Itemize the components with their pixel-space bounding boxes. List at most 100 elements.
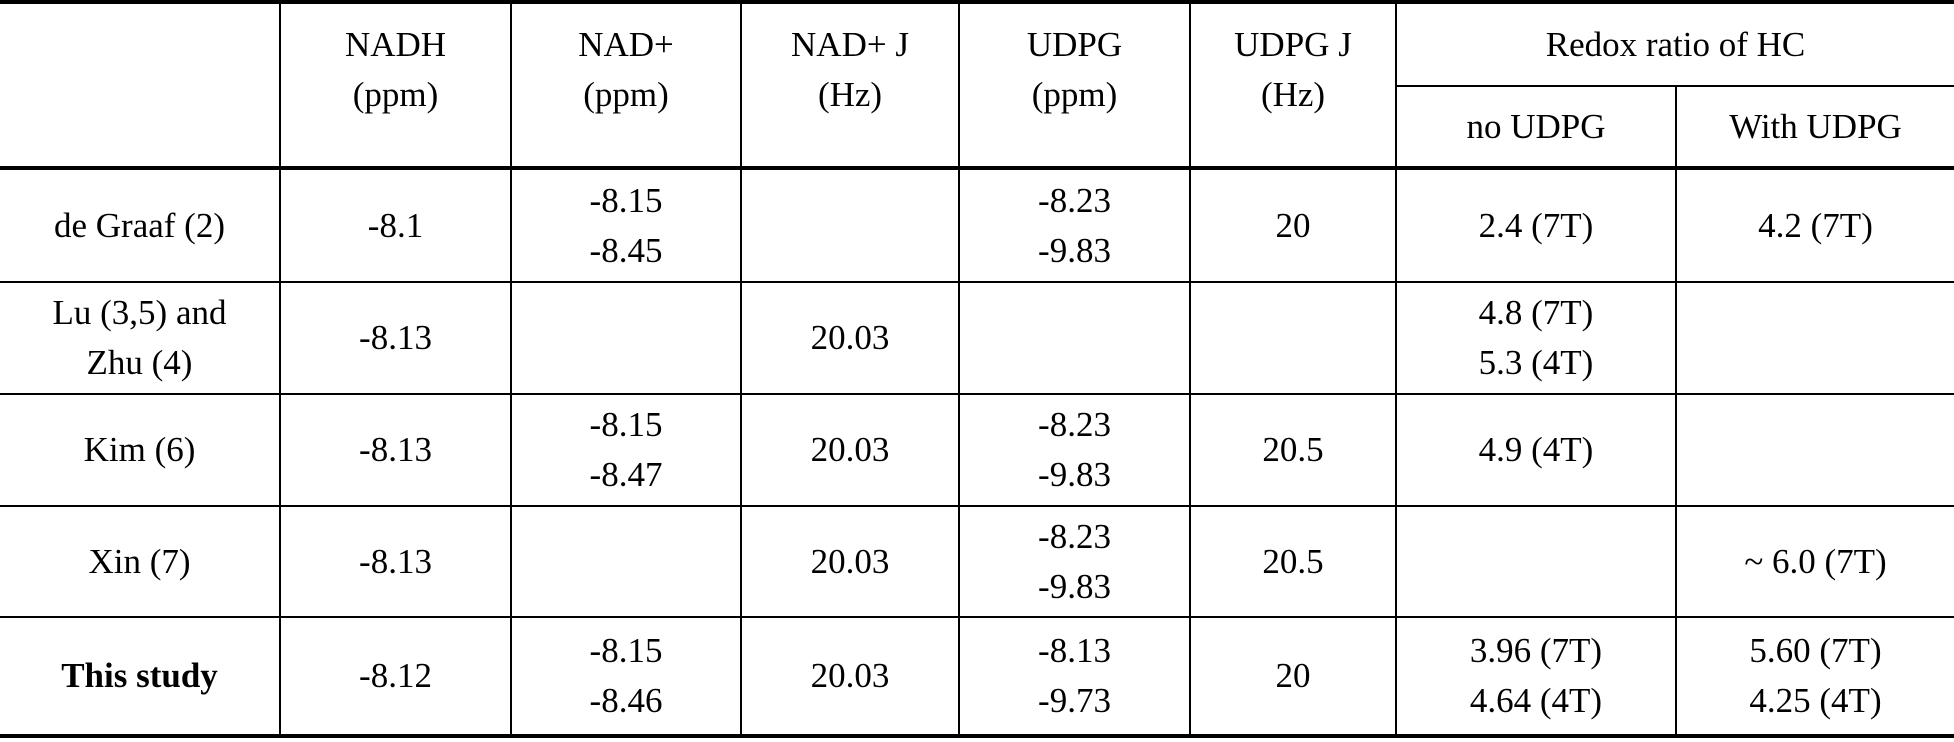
row-label: de Graaf (2)	[0, 166, 281, 283]
table-cell	[1674, 281, 1954, 395]
header-cell: UDPG J (Hz)	[1189, 0, 1397, 170]
table-cell: 3.96 (7T) 4.64 (4T)	[1395, 616, 1677, 738]
table-cell: 2.4 (7T)	[1395, 166, 1677, 283]
table-cell: 20	[1189, 166, 1397, 283]
table-cell: 20.03	[740, 281, 960, 395]
cell-text: -8.23	[1038, 405, 1111, 444]
table-cell	[740, 166, 960, 283]
cell-text: -8.1	[367, 205, 424, 245]
cell-text: (Hz)	[817, 75, 883, 114]
cell-text: -8.12	[359, 656, 432, 695]
table-cell: 20.5	[1189, 393, 1397, 507]
table-cell: -8.15 -8.47	[510, 393, 742, 507]
table-cell: -8.13	[279, 393, 512, 507]
table-cell: ~ 6.0 (7T)	[1674, 505, 1954, 618]
table-cell	[510, 505, 742, 618]
row-label: Lu (3,5) and Zhu (4)	[0, 281, 281, 395]
header-cell: UDPG (ppm)	[958, 0, 1191, 170]
cell-text: 4.64 (4T)	[1469, 681, 1603, 720]
cell-text: (ppm)	[352, 75, 439, 114]
corner-cell	[0, 0, 281, 170]
cell-text: -8.15	[589, 180, 663, 220]
cell-text: 20.03	[810, 430, 890, 469]
header-cell: NAD+ J (Hz)	[740, 0, 960, 170]
cell-text: NADH	[344, 25, 447, 64]
table-row: de Graaf (2) -8.1 -8.15 -8.45 -8.23 -9.83 20 2.…	[0, 166, 1954, 283]
cell-text: -8.13	[359, 430, 432, 469]
cell-text: 20.03	[810, 656, 890, 695]
table-cell	[1395, 505, 1677, 618]
cell-text: 5.3 (4T)	[1478, 343, 1594, 382]
cell-text: (ppm)	[1031, 75, 1118, 114]
table-cell: -8.13	[279, 281, 512, 395]
cell-text: (Hz)	[1260, 75, 1326, 114]
table-row: Xin (7) -8.13 20.03 -8.23 -9.83 20.5 ~ 6.0 (7T…	[0, 505, 1954, 618]
table-header: NADH (ppm) NAD+ (ppm) NAD+ J (Hz) UDPG (ppm) UDP…	[0, 0, 1954, 170]
table-cell	[1189, 281, 1397, 395]
cell-text: -9.83	[1038, 566, 1111, 606]
cell-text: UDPG J	[1234, 25, 1352, 64]
cell-text: 4.8 (7T)	[1478, 293, 1594, 332]
table-cell: -8.23 -9.83	[958, 393, 1191, 507]
cell-text: 4.2 (7T)	[1758, 205, 1873, 245]
row-label: Xin (7)	[0, 505, 281, 618]
table-cell: 20	[1189, 616, 1397, 738]
cell-text: -8.15	[589, 405, 663, 444]
cell-text: -8.13	[359, 318, 432, 357]
cell-text: 20.5	[1262, 541, 1324, 581]
cell-text: -9.83	[1038, 455, 1111, 494]
table-cell	[510, 281, 742, 395]
table-cell: -8.23 -9.83	[958, 505, 1191, 618]
table-cell	[958, 281, 1191, 395]
table-cell: 4.9 (4T)	[1395, 393, 1677, 507]
cell-text: -8.45	[589, 230, 663, 270]
cell-text: This study	[61, 656, 218, 695]
table-cell: 20.03	[740, 393, 960, 507]
header-cell: NAD+ (ppm)	[510, 0, 742, 170]
table-cell: -8.1	[279, 166, 512, 283]
cell-text: 5.60 (7T)	[1749, 631, 1882, 670]
cell-text: 4.25 (4T)	[1749, 681, 1882, 720]
cell-text: de Graaf (2)	[53, 205, 225, 245]
table-row: Kim (6) -8.13 -8.15 -8.47 20.03 -8.23 -9.83 20.…	[0, 393, 1954, 507]
table-cell: 5.60 (7T) 4.25 (4T)	[1674, 616, 1954, 738]
cell-text: NAD+	[578, 25, 674, 64]
table-cell: -8.23 -9.83	[958, 166, 1191, 283]
table-row: This study -8.12 -8.15 -8.46 20.03 -8.13 -9.73…	[0, 616, 1954, 738]
table-cell: 20.03	[740, 505, 960, 618]
table-cell: 4.8 (7T) 5.3 (4T)	[1395, 281, 1677, 395]
cell-text: -8.13	[1038, 631, 1111, 670]
cell-text: Zhu (4)	[86, 343, 193, 382]
cell-text: ~ 6.0 (7T)	[1744, 541, 1887, 581]
cell-text: 20	[1275, 656, 1311, 695]
table-cell: 20.03	[740, 616, 960, 738]
subheader-cell: With UDPG	[1674, 85, 1954, 170]
cell-text: Kim (6)	[83, 430, 196, 469]
table-row: Lu (3,5) and Zhu (4) -8.13 20.03 4.8 (7T) 5.3…	[0, 281, 1954, 395]
table-cell: -8.13 -9.73	[958, 616, 1191, 738]
cell-text: 20.03	[810, 318, 890, 357]
header-cell: NADH (ppm)	[279, 0, 512, 170]
cell-text: -8.46	[589, 681, 663, 720]
cell-text: 2.4 (7T)	[1478, 205, 1594, 245]
cell-text: -9.83	[1038, 230, 1111, 270]
table-cell	[1674, 393, 1954, 507]
cell-text: -8.13	[359, 541, 432, 581]
table-cell: -8.15 -8.46	[510, 616, 742, 738]
cell-text: Xin (7)	[88, 541, 191, 581]
cell-text: -8.47	[589, 455, 663, 494]
cell-text: -8.23	[1038, 516, 1111, 556]
cell-text: 20	[1275, 205, 1311, 245]
cell-text: UDPG	[1026, 25, 1123, 64]
cell-text: 20.5	[1262, 430, 1324, 469]
table-cell: -8.15 -8.45	[510, 166, 742, 283]
table-cell: 4.2 (7T)	[1674, 166, 1954, 283]
group-header: Redox ratio of HC	[1394, 0, 1954, 87]
cell-text: -9.73	[1038, 681, 1111, 720]
header-row: NADH (ppm) NAD+ (ppm) NAD+ J (Hz) UDPG (ppm) UDP…	[0, 0, 1954, 170]
table-cell: -8.12	[279, 616, 512, 738]
cell-text: 3.96 (7T)	[1469, 631, 1603, 670]
cell-text: NAD+ J	[791, 25, 909, 64]
